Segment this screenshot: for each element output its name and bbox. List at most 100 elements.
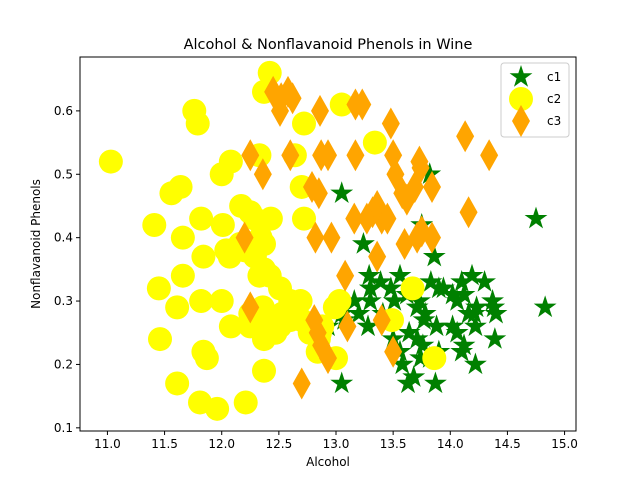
- data-point: [413, 301, 437, 324]
- data-point: [452, 333, 476, 356]
- data-point: [357, 263, 381, 286]
- data-point: [368, 240, 387, 273]
- x-tick-label: 14.5: [494, 437, 521, 451]
- data-point: [170, 225, 195, 250]
- data-point: [322, 221, 341, 254]
- data-point: [319, 139, 337, 172]
- data-point: [418, 162, 442, 184]
- data-point: [425, 314, 448, 337]
- data-point: [241, 291, 260, 324]
- y-axis-label: Nonflavanoid Phenols: [29, 179, 43, 309]
- x-tick-label: 14.0: [437, 437, 464, 451]
- legend-label-c2: c2: [547, 92, 561, 106]
- data-point: [306, 221, 325, 254]
- data-point: [288, 289, 313, 314]
- data-point: [194, 346, 219, 371]
- data-point: [209, 289, 234, 314]
- data-point: [409, 346, 432, 368]
- data-point: [432, 276, 455, 299]
- y-tick-label: 0.4: [54, 231, 73, 245]
- data-point: [210, 212, 235, 237]
- data-point: [352, 232, 375, 254]
- data-point: [330, 371, 354, 394]
- data-point: [480, 139, 499, 172]
- data-point: [533, 295, 557, 318]
- data-point: [238, 200, 263, 225]
- legend-label-c1: c1: [547, 70, 561, 84]
- data-point: [482, 295, 506, 318]
- x-tick-label: 12.5: [265, 437, 292, 451]
- data-point: [464, 314, 487, 337]
- data-point: [422, 346, 447, 371]
- legend-label-c3: c3: [547, 114, 561, 128]
- data-point: [292, 111, 316, 136]
- data-point: [170, 263, 195, 288]
- data-point: [253, 158, 272, 191]
- data-point: [424, 371, 447, 394]
- data-point: [319, 342, 337, 375]
- data-point: [423, 170, 441, 203]
- data-point: [464, 352, 487, 375]
- data-point: [248, 225, 273, 250]
- data-point: [452, 282, 476, 305]
- data-point: [402, 365, 426, 387]
- data-point: [372, 304, 391, 337]
- data-point: [408, 289, 431, 311]
- y-tick-label: 0.2: [54, 357, 73, 371]
- data-point: [233, 390, 258, 415]
- data-point: [257, 60, 282, 85]
- data-point: [281, 139, 300, 172]
- data-point: [441, 314, 464, 337]
- data-point: [189, 289, 214, 314]
- chart-title: Alcohol & Nonflavanoid Phenols in Wine: [184, 37, 473, 53]
- data-point: [218, 314, 243, 339]
- axes-frame: [79, 56, 577, 432]
- data-point: [238, 314, 263, 339]
- data-point: [382, 289, 406, 311]
- data-point: [408, 221, 427, 254]
- data-point: [165, 295, 190, 320]
- data-point: [292, 206, 316, 231]
- data-point: [191, 244, 216, 269]
- data-point: [388, 263, 412, 286]
- data-point: [483, 327, 507, 349]
- data-point: [405, 327, 429, 349]
- data-point: [338, 310, 357, 343]
- data-point: [142, 212, 167, 237]
- data-point: [148, 327, 172, 352]
- data-point: [422, 244, 446, 267]
- legend-items: c1 c2 c3: [509, 65, 561, 137]
- data-point: [390, 352, 414, 375]
- data-point: [283, 82, 302, 115]
- x-tick-label: 11.0: [94, 437, 121, 451]
- data-point: [165, 371, 190, 396]
- data-point: [309, 177, 328, 210]
- legend-marker-c3: [512, 105, 530, 137]
- data-point: [358, 289, 382, 311]
- data-point: [346, 139, 365, 172]
- data-point: [484, 301, 508, 324]
- x-tick-label: 13.0: [323, 437, 350, 451]
- data-point: [252, 358, 276, 383]
- data-point: [98, 149, 123, 174]
- data-point: [384, 335, 403, 368]
- data-point: [445, 289, 469, 311]
- y-tick-label: 0.3: [54, 294, 73, 308]
- data-point: [347, 301, 371, 324]
- data-point: [524, 206, 548, 229]
- data-point: [396, 371, 420, 394]
- data-point: [258, 206, 283, 231]
- data-point: [397, 320, 421, 343]
- data-point: [411, 333, 435, 356]
- x-axis-label: Alcohol: [306, 455, 350, 469]
- y-tick-label: 0.6: [54, 104, 73, 118]
- data-point: [168, 174, 193, 199]
- data-point: [342, 289, 366, 311]
- legend-marker-c2: [509, 87, 533, 111]
- data-point: [419, 270, 443, 292]
- y-tick-label: 0.5: [54, 167, 73, 181]
- data-point: [441, 282, 464, 305]
- data-point: [218, 149, 243, 174]
- data-point: [369, 270, 392, 292]
- data-point: [189, 206, 214, 231]
